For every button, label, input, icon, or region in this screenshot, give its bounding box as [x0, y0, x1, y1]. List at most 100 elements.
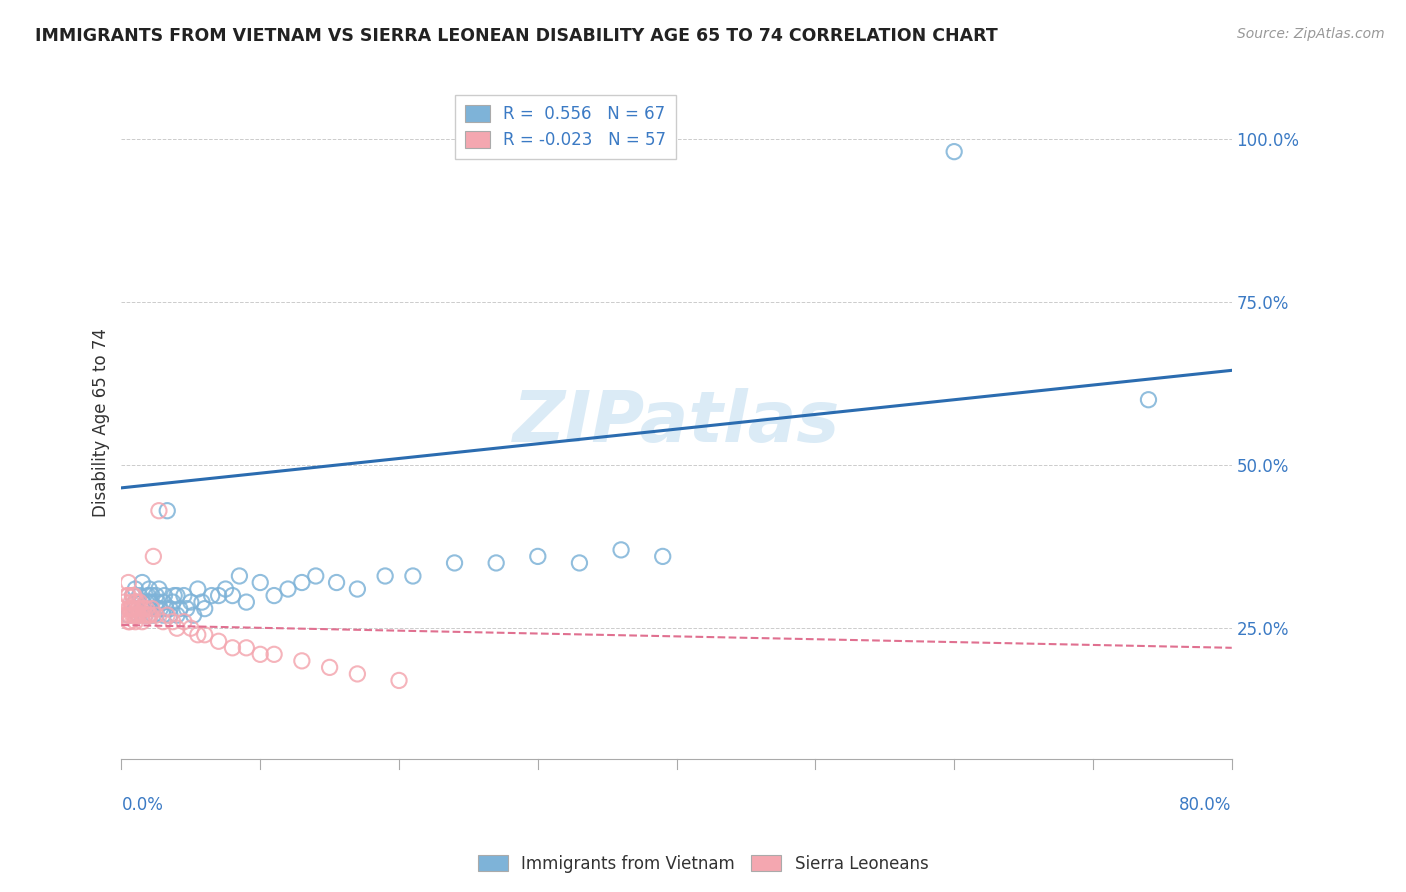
Point [141, 589, 163, 603]
Point [346, 667, 368, 681]
Point [388, 673, 411, 688]
Point [121, 608, 143, 623]
Point [124, 595, 146, 609]
Point [187, 582, 209, 596]
Point [131, 615, 153, 629]
Point [136, 589, 159, 603]
Point [127, 601, 149, 615]
Point [138, 582, 160, 596]
Point [138, 601, 160, 615]
Point [443, 556, 465, 570]
Point [173, 589, 195, 603]
Text: 80.0%: 80.0% [1180, 796, 1232, 814]
Point [194, 601, 217, 615]
Point [159, 608, 181, 623]
Point [122, 589, 145, 603]
Point [122, 608, 145, 623]
Point [128, 595, 150, 609]
Point [145, 601, 167, 615]
Point [112, 595, 135, 609]
Point [277, 582, 299, 596]
Point [118, 608, 141, 623]
Text: IMMIGRANTS FROM VIETNAM VS SIERRA LEONEAN DISABILITY AGE 65 TO 74 CORRELATION CH: IMMIGRANTS FROM VIETNAM VS SIERRA LEONEA… [35, 27, 998, 45]
Text: Source: ZipAtlas.com: Source: ZipAtlas.com [1237, 27, 1385, 41]
Point [121, 601, 143, 615]
Point [129, 601, 152, 615]
Point [176, 601, 198, 615]
Point [117, 615, 139, 629]
Point [128, 608, 150, 623]
Point [131, 601, 153, 615]
Point [117, 575, 139, 590]
Point [228, 569, 250, 583]
Point [152, 595, 174, 609]
Point [124, 608, 146, 623]
Point [131, 575, 153, 590]
Point [124, 615, 146, 629]
Point [118, 601, 141, 615]
Point [155, 601, 177, 615]
Y-axis label: Disability Age 65 to 74: Disability Age 65 to 74 [93, 328, 110, 517]
Point [318, 660, 340, 674]
Point [305, 569, 328, 583]
Point [402, 569, 425, 583]
Point [527, 549, 550, 564]
Point [139, 608, 162, 623]
Point [145, 589, 167, 603]
Point [146, 595, 169, 609]
Point [128, 589, 150, 603]
Point [180, 595, 202, 609]
Point [1137, 392, 1160, 407]
Point [159, 601, 181, 615]
Point [124, 595, 146, 609]
Point [125, 595, 148, 609]
Point [132, 601, 155, 615]
Point [249, 648, 271, 662]
Point [135, 601, 157, 615]
Legend: R =  0.556   N = 67, R = -0.023   N = 57: R = 0.556 N = 67, R = -0.023 N = 57 [456, 95, 676, 160]
Point [325, 575, 347, 590]
Point [117, 589, 139, 603]
Point [180, 621, 202, 635]
Point [568, 556, 591, 570]
Point [114, 608, 136, 623]
Point [187, 628, 209, 642]
Point [122, 601, 145, 615]
Point [651, 549, 673, 564]
Point [149, 601, 172, 615]
Point [162, 615, 184, 629]
Point [163, 589, 186, 603]
Point [263, 589, 285, 603]
Point [201, 589, 224, 603]
Point [131, 608, 153, 623]
Point [120, 601, 142, 615]
Point [183, 608, 205, 623]
Point [152, 615, 174, 629]
Point [485, 556, 508, 570]
Point [141, 601, 163, 615]
Point [207, 589, 229, 603]
Point [374, 569, 396, 583]
Point [134, 608, 156, 623]
Point [173, 615, 195, 629]
Point [145, 608, 167, 623]
Point [138, 608, 160, 623]
Point [121, 589, 143, 603]
Point [235, 640, 257, 655]
Point [291, 654, 314, 668]
Point [148, 504, 170, 518]
Point [156, 504, 179, 518]
Point [263, 648, 285, 662]
Point [221, 640, 243, 655]
Point [166, 621, 188, 635]
Point [943, 145, 966, 159]
Point [166, 608, 188, 623]
Point [124, 601, 146, 615]
Point [142, 608, 165, 623]
Point [214, 582, 236, 596]
Point [162, 595, 184, 609]
Text: ZIPatlas: ZIPatlas [513, 388, 841, 457]
Point [291, 575, 314, 590]
Point [153, 589, 176, 603]
Point [131, 595, 153, 609]
